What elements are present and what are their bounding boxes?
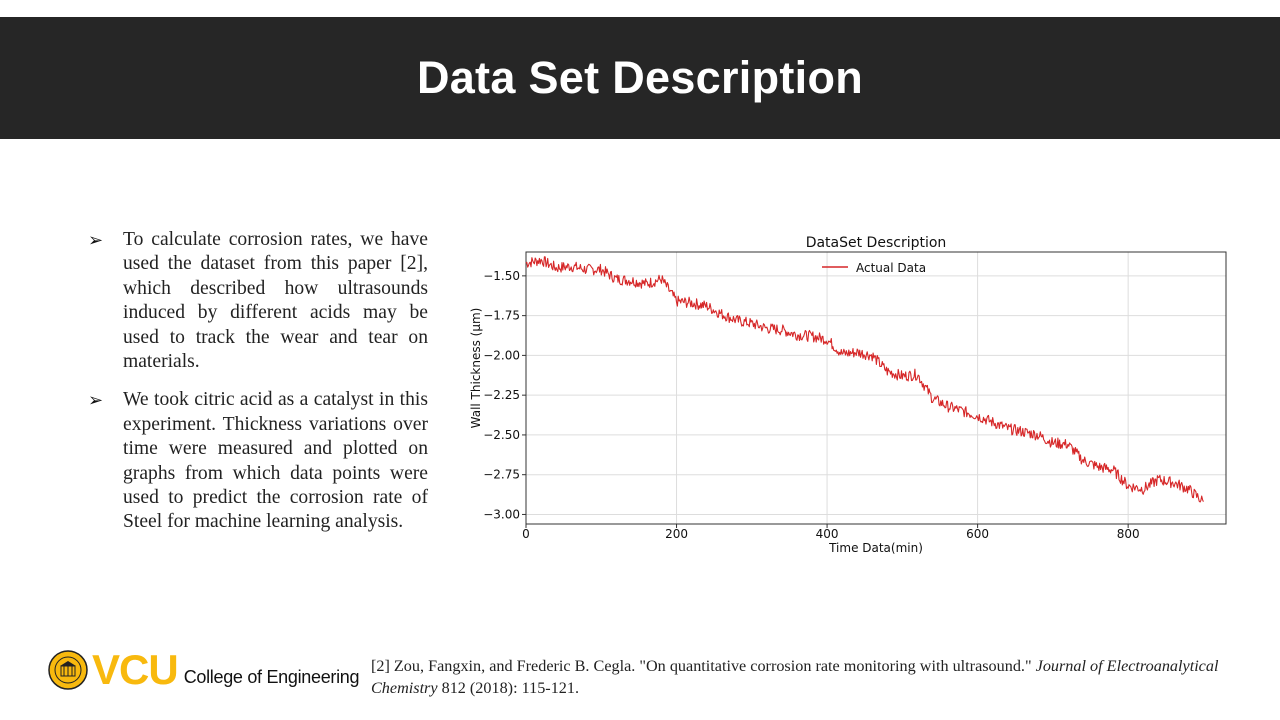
- line-chart: 0 200 400 600 800 −1.50 −1.75 −2.00 −2.25 −2.50 −2…: [469, 235, 1227, 555]
- axis-ticks: 0 200 400 600 800 −1.50 −1.75 −2.00 −2.25 −2.50 −2…: [483, 269, 1139, 541]
- plot-frame: [525, 251, 1227, 525]
- grid-lines: [525, 252, 1226, 524]
- series-line-actual-data: [525, 256, 1204, 503]
- y-tick-label: −2.75: [483, 468, 520, 482]
- x-tick-label: 600: [966, 527, 989, 541]
- citation-authors-title: [2] Zou, Fangxin, and Frederic B. Cegla.…: [371, 657, 1036, 675]
- y-axis-label: Wall Thickness (μm): [469, 308, 483, 429]
- x-tick-label: 0: [522, 527, 530, 541]
- citation-journal: Journal of Electroanalytical Chemistry: [371, 657, 1219, 697]
- series-group: [525, 256, 1204, 503]
- citation: [2] Zou, Fangxin, and Frederic B. Cegla.…: [371, 655, 1231, 699]
- y-tick-label: −1.50: [483, 269, 520, 283]
- top-strip: [0, 0, 1280, 17]
- chart-container: 0 200 400 600 800 −1.50 −1.75 −2.00 −2.25 −2.50 −2…: [460, 228, 1240, 563]
- arrow-bullet-icon: ➢: [88, 230, 104, 250]
- legend: Actual Data: [822, 261, 926, 275]
- x-axis-label: Time Data(min): [828, 541, 923, 555]
- title-bar: Data Set Description: [0, 17, 1280, 139]
- arrow-bullet-icon: ➢: [88, 390, 104, 411]
- x-tick-label: 200: [665, 527, 688, 541]
- college-name: College of Engineering: [183, 666, 360, 687]
- y-tick-label: −2.25: [483, 388, 520, 402]
- y-tick-label: −2.50: [483, 428, 520, 442]
- bullet-item: ➢ To calculate corrosion rates, we have …: [88, 228, 428, 374]
- legend-label: Actual Data: [856, 261, 926, 275]
- y-tick-label: −3.00: [483, 507, 520, 521]
- bullet-list: ➢ To calculate corrosion rates, we have …: [88, 228, 428, 549]
- vcu-seal-icon: [48, 650, 88, 690]
- vcu-wordmark: VCU: [92, 646, 179, 693]
- y-tick-label: −1.75: [483, 309, 520, 323]
- bullet-text: To calculate corrosion rates, we have us…: [123, 229, 428, 373]
- bullet-item: ➢ We took citric acid as a catalyst in t…: [88, 388, 428, 534]
- chart-title: DataSet Description: [806, 235, 947, 251]
- y-tick-label: −2.00: [483, 348, 520, 362]
- x-tick-label: 800: [1117, 527, 1140, 541]
- vcu-logo: VCU College of Engineering: [48, 646, 360, 693]
- slide-title: Data Set Description: [416, 52, 864, 103]
- citation-volume: 812 (2018): 115-121.: [437, 679, 580, 697]
- x-tick-label: 400: [816, 527, 839, 541]
- bullet-text: We took citric acid as a catalyst in thi…: [123, 389, 428, 533]
